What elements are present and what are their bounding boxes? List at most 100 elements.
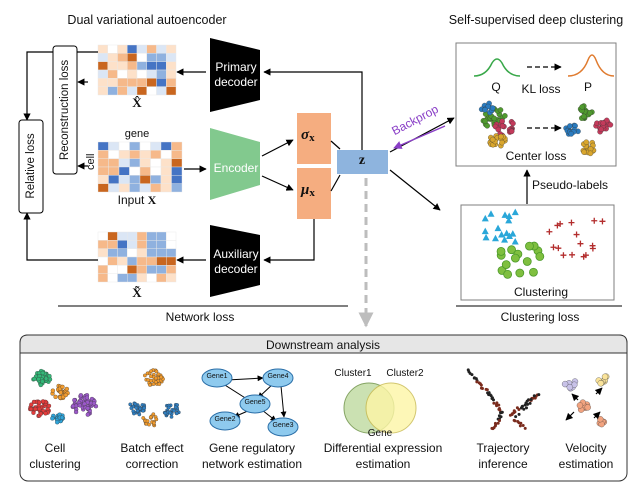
- cluster-dot: [600, 120, 606, 126]
- trajectory-cell: [499, 411, 503, 415]
- heatmap-cell: [127, 273, 138, 283]
- cluster-dot: [50, 388, 55, 393]
- gene-node-label: Gene1: [206, 373, 228, 380]
- heatmap-cell: [97, 86, 108, 96]
- cluster-dot: [499, 139, 505, 146]
- cluster-dot: [607, 122, 614, 128]
- circle-point: [503, 269, 513, 279]
- cluster-dot: [581, 113, 587, 120]
- separated-cluster-blobs: [563, 103, 614, 157]
- heatmap-cell: [166, 53, 177, 62]
- triangle-point: [505, 216, 513, 224]
- cluster-dot: [152, 420, 156, 425]
- trajectory-cell: [519, 421, 523, 425]
- heatmap-cell: [97, 158, 109, 168]
- trajectory-cell: [498, 408, 502, 412]
- triangle-point: [487, 210, 495, 217]
- triangle-point: [481, 214, 489, 222]
- triangle-point: [494, 224, 502, 232]
- cluster-dot: [47, 373, 52, 379]
- heatmap-cell: [107, 53, 118, 62]
- cross-point: [589, 242, 596, 249]
- cluster-dot: [143, 373, 147, 378]
- heatmap-cell: [139, 183, 151, 193]
- heatmap-cell: [129, 166, 141, 176]
- heatmap-cell: [166, 69, 177, 79]
- cluster-dot: [91, 401, 97, 406]
- heatmap-cell: [150, 141, 162, 151]
- cluster-dot: [145, 419, 150, 423]
- heatmap-cell: [166, 44, 177, 54]
- cross-point: [550, 244, 557, 251]
- cluster-dot: [159, 375, 163, 380]
- gene-axis-label: gene: [124, 128, 150, 140]
- cross-point: [568, 219, 575, 226]
- cluster-dot: [38, 382, 43, 388]
- heatmap-cell: [117, 231, 128, 241]
- heatmap-cell: [171, 166, 183, 176]
- trajectory-cell: [497, 419, 501, 423]
- heatmap-cell: [97, 166, 109, 176]
- heatmap-cell: [97, 256, 108, 266]
- circle-point: [496, 246, 506, 256]
- kl-loss-label: KL loss: [521, 82, 561, 96]
- trajectory-cell: [470, 373, 474, 377]
- cluster-dot: [129, 406, 134, 410]
- cluster-dot: [491, 115, 498, 122]
- heatmap-cell: [129, 150, 141, 159]
- velocity-arrow: [592, 411, 601, 420]
- cluster-dot: [53, 394, 58, 400]
- heatmap-cell: [156, 231, 167, 241]
- heatmap-cell: [108, 150, 120, 159]
- heatmap-cell: [136, 61, 147, 71]
- heatmap-cell: [97, 53, 108, 62]
- z-box: [337, 150, 388, 174]
- cluster-dot: [82, 401, 87, 406]
- cluster-dot: [29, 402, 34, 407]
- trajectory-cell: [475, 380, 479, 384]
- cross-point: [591, 217, 598, 224]
- heatmap-cell: [108, 158, 120, 168]
- cluster-dot: [32, 376, 37, 382]
- heatmap-cell: [160, 141, 172, 151]
- cluster-dot: [154, 417, 159, 422]
- heatmap-cell: [136, 256, 147, 266]
- cluster-dot: [489, 105, 496, 111]
- heatmap-cell: [117, 69, 128, 79]
- cluster-dot: [148, 415, 153, 420]
- heatmap-cell: [139, 166, 151, 176]
- heatmap-cell: [107, 231, 118, 241]
- cluster-dot: [583, 139, 590, 145]
- heatmap-reconstruction-auxiliary: [97, 231, 177, 283]
- heatmap-cell: [117, 44, 128, 54]
- heatmap-cell: [117, 78, 128, 87]
- trajectory-icon: [466, 368, 541, 431]
- gene-network-icon: [201, 368, 299, 437]
- reconstruction-loss-label: Reconstruction loss: [59, 59, 71, 161]
- cluster-dot: [149, 378, 153, 383]
- cluster-dot: [33, 406, 38, 412]
- p-distribution-curve: [567, 54, 615, 77]
- cross-point: [546, 228, 553, 235]
- batch-correction-label: Batch effect correction: [120, 441, 184, 471]
- cluster-dot: [166, 405, 171, 410]
- heatmap-cell: [156, 273, 167, 283]
- heatmap-cell: [107, 265, 118, 274]
- heatmap-cell: [117, 273, 128, 283]
- cluster-dot: [133, 402, 138, 406]
- heatmap-cell: [139, 150, 151, 159]
- cluster-dot: [31, 410, 36, 415]
- heatmap-cell: [150, 158, 162, 168]
- cross-point: [560, 252, 567, 259]
- heatmap-cell: [107, 44, 118, 54]
- heatmap-cell: [97, 183, 109, 193]
- cluster-dot: [147, 422, 151, 427]
- heatmap-cell: [166, 248, 177, 258]
- circle-point: [529, 267, 538, 277]
- heatmap-cell: [146, 265, 157, 274]
- trajectory-cell: [522, 407, 526, 411]
- heatmap-cell: [146, 86, 157, 96]
- trajectory-cell: [515, 406, 519, 410]
- circle-point: [525, 241, 534, 251]
